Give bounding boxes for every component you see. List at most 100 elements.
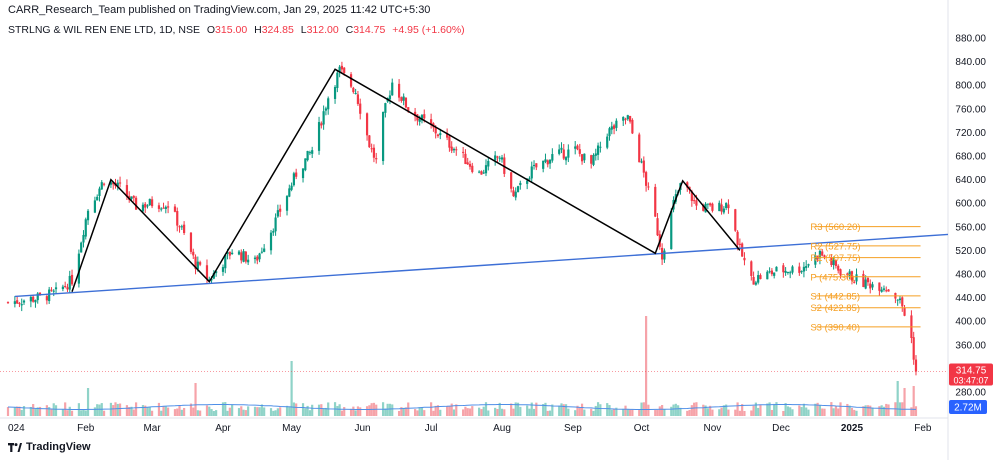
price-tick-label: 720.00 — [955, 128, 986, 139]
time-tick-label: May — [282, 423, 301, 434]
volume-bar — [446, 405, 449, 416]
volume-bar — [462, 409, 465, 416]
candle-body — [580, 154, 584, 162]
candle-body — [896, 299, 899, 301]
price-tick-label: 880.00 — [955, 34, 986, 45]
volume-bar — [288, 406, 291, 416]
candle-body — [349, 74, 353, 87]
candle-body — [642, 160, 645, 173]
candle-body — [446, 133, 449, 138]
candle-body — [590, 155, 593, 164]
candle-body — [478, 171, 481, 173]
volume-bar — [349, 408, 353, 416]
volume-bar — [704, 405, 707, 416]
volume-bar — [160, 410, 163, 416]
candle-body — [237, 251, 241, 255]
candle-body — [869, 283, 872, 289]
volume-bar — [301, 403, 305, 416]
candle-body — [164, 206, 167, 209]
volume-bar — [846, 403, 849, 416]
volume-bar — [29, 406, 32, 416]
volume-bar — [272, 410, 275, 416]
volume-bar — [727, 409, 730, 416]
volume-bar — [178, 405, 181, 416]
candle-body — [885, 290, 888, 292]
volume-bar — [130, 406, 133, 416]
candle-body — [647, 186, 650, 188]
candle-body — [887, 289, 890, 292]
volume-bar — [798, 405, 801, 416]
candle-body — [711, 203, 714, 211]
candle-body — [450, 146, 453, 151]
candle-body — [258, 253, 261, 260]
volume-bar — [164, 406, 167, 416]
volume-bar — [514, 402, 517, 416]
zigzag-trendline[interactable] — [71, 68, 741, 292]
support-trendline[interactable] — [14, 233, 949, 298]
volume-bar — [567, 408, 570, 416]
volume-bar — [887, 404, 890, 416]
volume-bar — [734, 409, 737, 416]
volume-bar — [503, 409, 506, 416]
candle-body — [855, 274, 858, 282]
candle-body — [247, 259, 250, 263]
volume-bar — [725, 404, 728, 416]
candle-body — [356, 94, 360, 104]
candle-body — [125, 185, 129, 197]
candle-body — [702, 205, 705, 211]
candle-body — [498, 157, 501, 159]
candle-body — [558, 149, 561, 154]
candle-body — [693, 200, 696, 202]
candle-body — [608, 128, 611, 137]
candle-body — [397, 83, 401, 98]
volume-bar — [212, 410, 215, 416]
candle-body — [231, 252, 234, 255]
volume-bar — [853, 409, 856, 416]
volume-value-badge[interactable] — [949, 400, 987, 414]
volume-bar — [199, 410, 202, 416]
last-price-badge[interactable] — [949, 363, 993, 386]
candle-body — [903, 307, 906, 316]
volume-bar — [263, 407, 266, 416]
volume-bar — [736, 402, 739, 416]
candle-body — [162, 207, 165, 209]
volume-bar — [818, 405, 822, 416]
volume-bar — [690, 405, 693, 416]
volume-bar — [711, 409, 714, 416]
tradingview-brand[interactable]: TradingView — [8, 441, 91, 453]
volume-bar — [871, 407, 874, 416]
volume-bar — [68, 406, 71, 416]
candle-body — [6, 302, 10, 304]
candle-body — [13, 301, 16, 304]
volume-bar — [741, 404, 744, 416]
volume-bar — [13, 407, 16, 416]
volume-bar — [528, 408, 531, 416]
volume-bar — [386, 403, 389, 416]
volume-bar — [336, 405, 339, 416]
volume-bar — [407, 402, 410, 416]
volume-bar — [544, 402, 547, 416]
candle-body — [823, 255, 826, 258]
candle-body — [100, 182, 103, 190]
candle-body — [301, 168, 305, 179]
volume-bar — [770, 409, 773, 416]
candle-body — [695, 200, 698, 206]
candle-body — [112, 182, 115, 185]
candle-body — [54, 287, 58, 290]
volume-bar — [116, 403, 119, 416]
volume-bar — [434, 405, 437, 416]
volume-bar — [688, 409, 691, 416]
candle-body — [798, 266, 801, 273]
symbol-title[interactable]: STRLNG & WIL REN ENE LTD, 1D, NSE — [8, 24, 200, 36]
time-tick-label: Nov — [704, 423, 722, 434]
candle-body — [848, 271, 851, 276]
candle-body — [530, 166, 533, 179]
low-label: L — [300, 24, 307, 36]
candle-body — [612, 125, 616, 129]
candle-body — [260, 251, 263, 253]
volume-bar — [416, 410, 419, 416]
volume-bar — [706, 408, 709, 416]
candle-body — [734, 209, 737, 231]
volume-bar — [80, 410, 83, 416]
